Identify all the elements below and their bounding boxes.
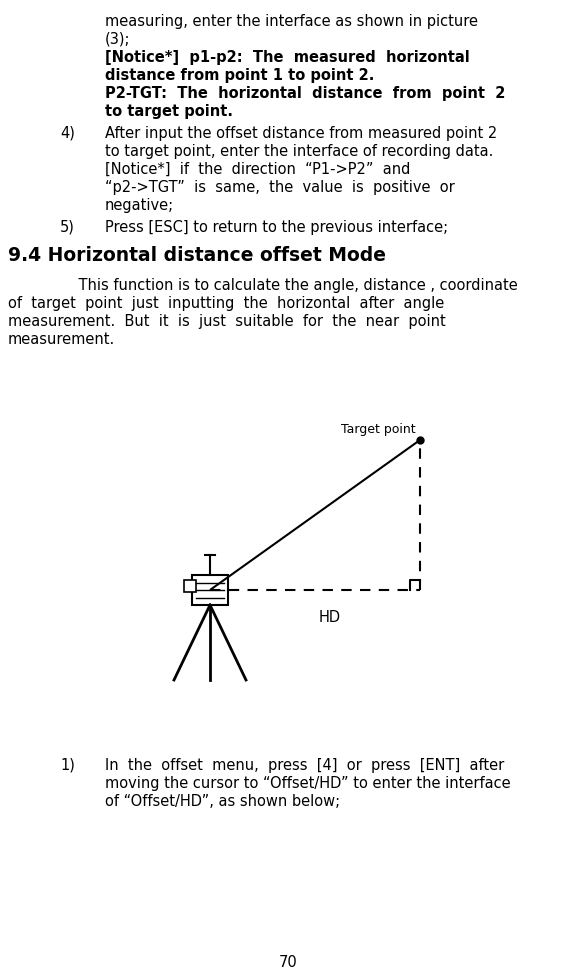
Text: 70: 70 <box>279 955 297 970</box>
Text: to target point, enter the interface of recording data.: to target point, enter the interface of … <box>105 144 493 159</box>
Text: Press [ESC] to return to the previous interface;: Press [ESC] to return to the previous in… <box>105 220 448 235</box>
Text: [Notice*]  if  the  direction  “P1->P2”  and: [Notice*] if the direction “P1->P2” and <box>105 162 410 177</box>
Text: of “Offset/HD”, as shown below;: of “Offset/HD”, as shown below; <box>105 794 340 809</box>
Text: 5): 5) <box>60 220 75 235</box>
Text: Target point: Target point <box>342 423 416 436</box>
Text: of  target  point  just  inputting  the  horizontal  after  angle: of target point just inputting the horiz… <box>8 296 444 311</box>
Text: distance from point 1 to point 2.: distance from point 1 to point 2. <box>105 68 374 83</box>
Text: measurement.: measurement. <box>8 332 115 347</box>
Text: (3);: (3); <box>105 32 130 47</box>
Text: measurement.  But  it  is  just  suitable  for  the  near  point: measurement. But it is just suitable for… <box>8 314 446 329</box>
Text: HD: HD <box>319 610 341 625</box>
Text: negative;: negative; <box>105 198 174 213</box>
Text: measuring, enter the interface as shown in picture: measuring, enter the interface as shown … <box>105 14 478 29</box>
Text: 9.4 Horizontal distance offset Mode: 9.4 Horizontal distance offset Mode <box>8 246 386 265</box>
Text: In  the  offset  menu,  press  [4]  or  press  [ENT]  after: In the offset menu, press [4] or press [… <box>105 758 504 773</box>
Text: [Notice*]  p1-p2:  The  measured  horizontal: [Notice*] p1-p2: The measured horizontal <box>105 50 470 65</box>
Text: P2-TGT:  The  horizontal  distance  from  point  2: P2-TGT: The horizontal distance from poi… <box>105 86 505 101</box>
Text: 1): 1) <box>60 758 75 773</box>
Text: “p2->TGT”  is  same,  the  value  is  positive  or: “p2->TGT” is same, the value is positive… <box>105 180 455 195</box>
Text: to target point.: to target point. <box>105 104 233 119</box>
Bar <box>192 575 228 605</box>
Text: 4): 4) <box>60 126 75 141</box>
Bar <box>184 580 196 592</box>
Text: After input the offset distance from measured point 2: After input the offset distance from mea… <box>105 126 497 141</box>
Text: This function is to calculate the angle, distance , coordinate: This function is to calculate the angle,… <box>60 278 518 293</box>
Text: moving the cursor to “Offset/HD” to enter the interface: moving the cursor to “Offset/HD” to ente… <box>105 776 511 791</box>
